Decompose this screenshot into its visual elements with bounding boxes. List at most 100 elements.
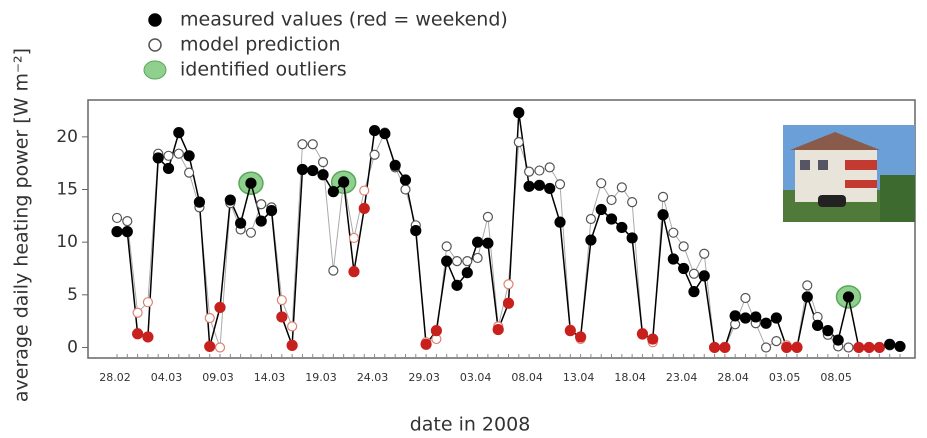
measured-point <box>235 217 247 229</box>
model-point <box>245 227 257 238</box>
measured-point <box>152 152 164 164</box>
measured-point <box>873 341 885 354</box>
measured-point <box>142 331 154 343</box>
measured-point <box>121 226 133 238</box>
y-axis-label: average daily heating power [W m⁻²] <box>11 48 33 402</box>
measured-point <box>430 325 442 337</box>
photo <box>783 125 915 222</box>
x-tick-label: 13.04 <box>563 371 595 384</box>
measured-point <box>338 176 350 188</box>
measured-point <box>791 341 803 354</box>
model-point <box>688 268 700 279</box>
measured-point <box>204 340 216 353</box>
model-point <box>554 179 566 190</box>
measured-point <box>327 186 339 198</box>
x-tick-label: 29.03 <box>408 371 440 384</box>
legend-label: identified outliers <box>180 59 347 81</box>
model-point <box>287 321 298 332</box>
measured-point <box>286 339 298 351</box>
measured-point <box>770 312 782 324</box>
x-axis-label: date in 2008 <box>410 414 531 436</box>
measured-point <box>544 182 556 195</box>
model-point <box>256 199 267 210</box>
legend-marker <box>143 60 167 80</box>
x-tick-label: 14.03 <box>254 371 286 384</box>
y-tick-label: 5 <box>67 285 78 305</box>
model-point <box>462 256 473 267</box>
model-point <box>214 342 226 353</box>
measured-point <box>853 341 865 354</box>
model-point <box>524 166 535 177</box>
x-tick-label: 04.03 <box>151 371 183 384</box>
x-tick-label: 03.04 <box>460 371 492 384</box>
measured-point <box>420 338 432 350</box>
measured-point <box>368 124 381 137</box>
y-tick-label: 15 <box>56 180 78 200</box>
measured-point <box>822 325 834 337</box>
measured-point <box>471 236 484 248</box>
measured-point <box>657 209 669 221</box>
measured-point <box>523 180 535 192</box>
measured-point <box>255 215 267 227</box>
measured-point <box>265 204 278 217</box>
measured-point <box>595 203 607 216</box>
model-point <box>596 178 607 189</box>
legend-marker <box>148 13 162 27</box>
model-point <box>163 150 174 161</box>
measured-point <box>482 237 494 249</box>
measured-point <box>564 325 576 337</box>
measured-point <box>863 341 875 354</box>
model-point <box>359 185 370 196</box>
measured-point <box>132 328 144 340</box>
model-point <box>400 184 411 195</box>
model-point <box>585 213 597 225</box>
model-point <box>699 248 710 259</box>
model-point <box>328 265 339 276</box>
model-point <box>204 312 215 324</box>
y-tick-label: 20 <box>56 127 78 147</box>
measured-point <box>667 253 679 265</box>
measured-point <box>379 128 391 140</box>
measured-point <box>781 341 793 354</box>
x-tick-label: 08.04 <box>511 371 543 384</box>
model-point <box>482 211 493 222</box>
measured-point <box>451 279 463 291</box>
model-point <box>297 139 308 150</box>
model-point <box>276 294 287 306</box>
measured-point <box>884 338 896 350</box>
model-point <box>544 162 555 173</box>
model-point <box>142 297 154 308</box>
measured-point <box>502 297 515 309</box>
x-tick-label: 28.04 <box>717 371 749 384</box>
model-point <box>307 139 318 150</box>
measured-point <box>616 221 628 234</box>
model-point <box>513 137 524 148</box>
x-tick-label: 18.04 <box>614 371 646 384</box>
model-point <box>441 241 452 252</box>
measured-point <box>605 213 618 225</box>
model-point <box>184 167 195 178</box>
measured-point <box>193 196 206 208</box>
model-point <box>503 279 514 290</box>
measured-point <box>729 310 741 322</box>
measured-point <box>842 291 855 303</box>
x-tick-label: 03.05 <box>769 371 801 384</box>
measured-point <box>894 340 906 353</box>
measured-point <box>173 127 185 139</box>
measured-point <box>162 162 175 175</box>
x-tick-label: 09.03 <box>202 371 234 384</box>
measured-point <box>183 150 195 162</box>
measured-point <box>492 323 504 336</box>
measured-point <box>410 224 422 237</box>
model-point <box>740 292 751 304</box>
measured-point <box>585 234 597 246</box>
model-point <box>771 336 782 347</box>
measured-point <box>801 291 813 303</box>
measured-point <box>832 334 844 346</box>
measured-point <box>389 159 401 171</box>
measured-point <box>698 270 710 282</box>
model-point <box>173 148 184 159</box>
legend-marker <box>148 38 162 52</box>
measured-point <box>647 333 659 345</box>
measured-point <box>358 202 370 215</box>
